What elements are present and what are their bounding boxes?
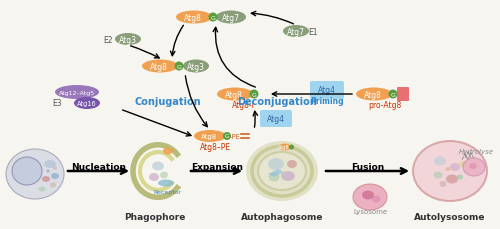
Text: Atg16: Atg16 bbox=[77, 101, 97, 106]
Ellipse shape bbox=[217, 88, 253, 101]
Text: Receptor: Receptor bbox=[154, 190, 182, 195]
Ellipse shape bbox=[353, 184, 387, 210]
Ellipse shape bbox=[268, 173, 280, 182]
Text: Autolysosome: Autolysosome bbox=[414, 213, 486, 221]
Ellipse shape bbox=[246, 141, 318, 201]
Ellipse shape bbox=[268, 158, 284, 170]
Text: Atg8: Atg8 bbox=[184, 14, 202, 22]
Text: Atg3: Atg3 bbox=[119, 35, 137, 44]
Text: G: G bbox=[390, 92, 396, 97]
FancyBboxPatch shape bbox=[260, 111, 292, 128]
Text: Atg7: Atg7 bbox=[287, 27, 305, 36]
Ellipse shape bbox=[434, 157, 446, 166]
Ellipse shape bbox=[208, 14, 218, 22]
Ellipse shape bbox=[42, 176, 50, 182]
Text: E3: E3 bbox=[52, 99, 62, 108]
Ellipse shape bbox=[223, 132, 231, 140]
Ellipse shape bbox=[38, 187, 46, 192]
Ellipse shape bbox=[6, 149, 64, 199]
Ellipse shape bbox=[194, 131, 226, 142]
Text: Lysosome: Lysosome bbox=[353, 208, 387, 214]
Text: G: G bbox=[225, 134, 229, 139]
Ellipse shape bbox=[356, 88, 392, 101]
Text: -PE: -PE bbox=[230, 134, 240, 139]
Ellipse shape bbox=[372, 196, 380, 203]
Ellipse shape bbox=[46, 170, 50, 173]
Ellipse shape bbox=[152, 162, 164, 171]
Ellipse shape bbox=[440, 181, 446, 187]
Text: Autophagosome: Autophagosome bbox=[241, 213, 323, 221]
Ellipse shape bbox=[51, 173, 59, 179]
Ellipse shape bbox=[362, 191, 374, 200]
Ellipse shape bbox=[287, 160, 297, 168]
Text: Atg12–Atg5: Atg12–Atg5 bbox=[59, 90, 95, 95]
Ellipse shape bbox=[53, 167, 57, 170]
Ellipse shape bbox=[183, 60, 209, 73]
Text: Atg8: Atg8 bbox=[225, 90, 243, 99]
Text: Atg7: Atg7 bbox=[222, 14, 240, 22]
Text: Expansion: Expansion bbox=[191, 162, 243, 171]
Ellipse shape bbox=[160, 172, 168, 179]
Ellipse shape bbox=[142, 60, 178, 73]
Text: Atg4: Atg4 bbox=[318, 85, 336, 94]
Ellipse shape bbox=[469, 163, 477, 169]
Ellipse shape bbox=[158, 180, 174, 187]
Text: E1: E1 bbox=[308, 27, 318, 36]
Text: Atg3: Atg3 bbox=[187, 62, 205, 71]
Ellipse shape bbox=[12, 157, 42, 185]
Ellipse shape bbox=[176, 11, 212, 25]
Text: Atg8: Atg8 bbox=[364, 90, 382, 99]
Text: pro-Atg8: pro-Atg8 bbox=[368, 100, 402, 109]
Ellipse shape bbox=[216, 11, 246, 25]
Text: Deconjugation: Deconjugation bbox=[237, 97, 317, 106]
Ellipse shape bbox=[434, 172, 442, 179]
Ellipse shape bbox=[44, 160, 56, 168]
FancyBboxPatch shape bbox=[310, 82, 344, 100]
Text: Priming: Priming bbox=[310, 96, 344, 105]
Text: Conjugation: Conjugation bbox=[134, 97, 202, 106]
Ellipse shape bbox=[149, 173, 159, 181]
Ellipse shape bbox=[163, 148, 173, 155]
Ellipse shape bbox=[250, 90, 258, 99]
Text: Hydrolyse: Hydrolyse bbox=[458, 148, 494, 154]
Text: G: G bbox=[252, 92, 256, 97]
Ellipse shape bbox=[283, 26, 309, 38]
Ellipse shape bbox=[174, 62, 184, 71]
Ellipse shape bbox=[289, 145, 294, 150]
Ellipse shape bbox=[281, 171, 295, 181]
FancyBboxPatch shape bbox=[397, 88, 409, 101]
Polygon shape bbox=[268, 169, 284, 177]
Text: Atg8: Atg8 bbox=[150, 62, 168, 71]
Ellipse shape bbox=[446, 167, 450, 171]
Ellipse shape bbox=[115, 34, 141, 46]
Ellipse shape bbox=[413, 141, 487, 201]
Text: Nucleation: Nucleation bbox=[72, 162, 126, 171]
Text: G: G bbox=[176, 64, 182, 69]
Ellipse shape bbox=[457, 175, 463, 180]
Text: Atg8: Atg8 bbox=[201, 134, 217, 139]
Ellipse shape bbox=[446, 175, 458, 184]
Text: Atg8: Atg8 bbox=[278, 145, 290, 150]
Ellipse shape bbox=[450, 163, 460, 171]
Ellipse shape bbox=[279, 144, 291, 151]
Ellipse shape bbox=[463, 158, 485, 176]
Text: E2: E2 bbox=[104, 35, 113, 44]
Ellipse shape bbox=[459, 161, 467, 167]
Ellipse shape bbox=[50, 183, 56, 188]
Text: Fusion: Fusion bbox=[352, 162, 384, 171]
Ellipse shape bbox=[74, 98, 100, 109]
Ellipse shape bbox=[55, 86, 99, 100]
Text: Atg8-I: Atg8-I bbox=[232, 100, 254, 109]
Ellipse shape bbox=[252, 146, 312, 196]
Text: Atg4: Atg4 bbox=[267, 115, 285, 124]
Ellipse shape bbox=[388, 90, 398, 99]
Text: Atg8–PE: Atg8–PE bbox=[200, 143, 230, 152]
Ellipse shape bbox=[258, 152, 306, 190]
Text: Phagophore: Phagophore bbox=[124, 213, 186, 221]
Text: G: G bbox=[210, 15, 216, 20]
